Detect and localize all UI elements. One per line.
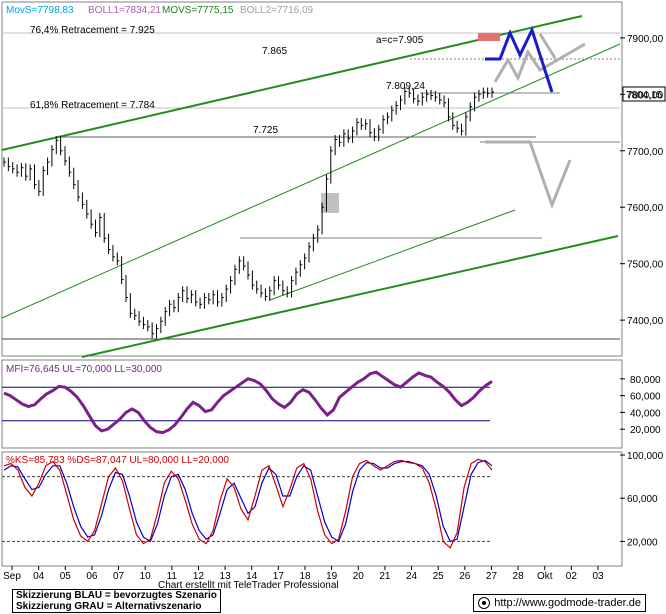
stoch-y-tick-label: 100,000 [627,451,664,462]
x-tick-label: 19 [326,571,338,582]
x-tick-label: 21 [379,571,391,582]
x-tick-label: 26 [459,571,471,582]
x-tick-label: 03 [592,571,604,582]
annotation-level-7809: 7.809,24 [386,81,425,92]
annotation-ac: a=c=7.905 [376,35,424,46]
annotation-retr-618: 61,8% Retracement = 7.784 [30,100,155,111]
x-tick-label: 14 [246,571,258,582]
x-tick-label: Sep [3,571,21,582]
stoch-panel-frame [1,451,623,567]
stoch-y-axis: 100,000 60,000 20,000 [620,451,664,548]
ds-series [3,459,493,543]
stoch-label: %KS=85,783 %DS=87,047 UL=80,000 LL=20,00… [6,455,229,466]
header-movs-b: MOVS=7775,15 [162,5,234,16]
inner-channel-upper [1,43,621,319]
annotation-level-7865: 7.865 [262,46,287,57]
mfi-panel-frame [1,359,623,449]
stoch-y-tick-label: 20,000 [627,537,658,548]
price-y-tick-label: 7900,00 [627,34,664,45]
x-tick-label: 10 [140,571,152,582]
ks-series [3,458,493,549]
grey-scenario-up [493,42,586,83]
x-tick-label: 17 [273,571,285,582]
mfi-y-tick-label: 20,000 [630,425,661,436]
legend-blue: Skizzierung BLAU = bevorzugtes Szenario [16,590,217,601]
legend-grey: Skizzierung GRAU = Alternativszenario [16,601,202,612]
current-price-label: 7804,15 [626,90,663,101]
header-boll2: BOLL2=7716,09 [240,5,314,16]
blue-scenario [485,25,554,93]
price-y-axis: 7900,00 7800,00 7700,00 7600,00 7500,00 7400,… [620,34,664,327]
source-url-box[interactable]: http://www.godmode-trader.de [473,594,646,612]
price-series [3,86,494,339]
x-tick-label: 11 [167,571,178,582]
annotation-level-7725: 7.725 [253,125,278,136]
grey-scenario-down [485,140,572,210]
x-tick-label: 04 [33,571,45,582]
mfi-y-tick-label: 80,000 [630,375,661,386]
x-tick-label: 28 [513,571,525,582]
price-y-tick-label: 7700,00 [627,147,664,158]
header-boll1: BOLL1=7834,21 [88,5,162,16]
x-tick-label: 12 [193,571,205,582]
x-tick-label: 24 [406,571,418,582]
x-tick-label: 27 [486,571,498,582]
price-panel-frame [1,1,623,357]
x-tick-label: 07 [113,571,125,582]
annotation-retr-764: 76,4% Retracement = 7.925 [30,25,155,36]
price-y-tick-label: 7800,00 [627,90,664,101]
mfi-series [3,370,493,435]
x-tick-label: 13 [220,571,232,582]
gap-marker [321,193,339,213]
x-tick-label: Okt [537,571,553,582]
x-tick-label: 25 [433,571,445,582]
source-url[interactable]: http://www.godmode-trader.de [494,597,641,609]
x-tick-label: 02 [566,571,578,582]
x-tick-label: 05 [60,571,72,582]
x-tick-label: 06 [86,571,98,582]
mfi-y-tick-label: 40,000 [630,408,661,419]
x-axis: Sep 04 05 06 07 10 11 12 13 14 17 18 19 20 21 24 25 26 27 2… [3,566,604,582]
x-tick-label: 20 [353,571,365,582]
x-tick-label: 18 [299,571,311,582]
header-movs-a: MovS=7798,83 [6,5,74,16]
price-y-tick-label: 7600,00 [627,203,664,214]
chart-credit: Chart erstellt mit TeleTrader Profession… [158,580,339,591]
mfi-y-axis: 80,000 60,000 40,000 20,000 [620,375,661,436]
grey-scenario-top [538,33,557,59]
price-y-tick-label: 7400,00 [627,316,664,327]
inner-channel-lower [269,209,516,301]
stoch-y-tick-label: 60,000 [627,494,658,505]
lower-channel-line [81,235,619,358]
mfi-label: MFI=76,645 UL=70,000 LL=30,000 [6,364,162,375]
scenario-legend: Skizzierung BLAU = bevorzugtes Szenario … [12,589,221,613]
target-zone-marker [478,33,500,41]
price-y-tick-label: 7500,00 [627,260,664,271]
copyright-icon [478,597,491,609]
mfi-y-tick-label: 60,000 [630,392,661,403]
